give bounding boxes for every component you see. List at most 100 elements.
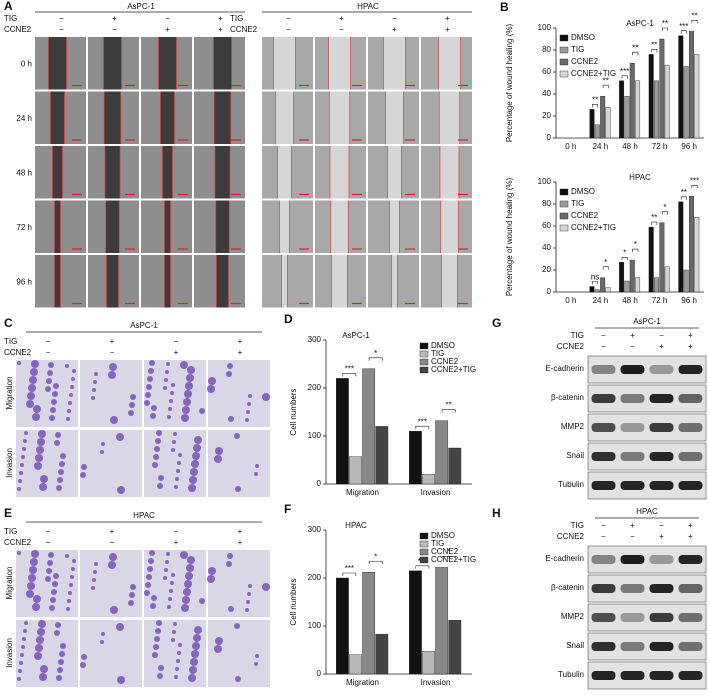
treatment-sign: − xyxy=(601,521,606,530)
cell-stain xyxy=(129,592,135,598)
cell-stain xyxy=(130,584,136,590)
cell-stain xyxy=(100,640,104,644)
cell-stain xyxy=(163,386,167,390)
y-axis-label: Percentage of wound healing (%) xyxy=(505,24,514,143)
cell-stain xyxy=(186,564,194,572)
panel-label: C xyxy=(4,316,13,330)
cell-stain xyxy=(186,374,194,382)
cell-stain xyxy=(152,652,158,658)
chart-title: AsPC-1 xyxy=(626,19,654,28)
legend-swatch xyxy=(419,548,429,556)
time-label: 48 h xyxy=(16,168,32,177)
treatment-sign: − xyxy=(174,527,179,536)
blot-band xyxy=(678,365,703,374)
bar xyxy=(654,277,659,293)
wound-gap xyxy=(54,255,61,308)
cell-stain xyxy=(246,410,250,414)
cell-stain xyxy=(173,622,177,626)
x-tick-label: 96 h xyxy=(681,142,697,151)
cell-stain xyxy=(128,600,134,606)
cell-stain xyxy=(35,644,43,652)
cell-stain xyxy=(226,371,232,377)
cell-stain xyxy=(192,642,200,650)
blot-band xyxy=(620,452,645,461)
legend-swatch xyxy=(559,58,569,66)
cell-stain xyxy=(50,407,56,413)
treatment-sign: + xyxy=(218,25,223,34)
treatment-name: CCNE2 xyxy=(4,538,32,547)
significance-bracket xyxy=(368,560,383,565)
significance-bracket xyxy=(632,51,639,56)
treatment-sign: − xyxy=(630,342,635,351)
blot-band xyxy=(591,584,616,593)
cell-stain xyxy=(262,583,270,591)
wound-gap xyxy=(214,91,231,144)
treatment-sign: + xyxy=(445,14,450,23)
treatment-sign: + xyxy=(688,521,693,530)
cell-stain xyxy=(228,416,234,422)
panel-title: HPAC xyxy=(133,511,155,520)
cell-stain xyxy=(31,550,39,558)
cell-stain xyxy=(29,376,37,384)
cell-stain xyxy=(17,487,21,491)
protein-label: β-catenin xyxy=(551,583,584,592)
bar xyxy=(664,266,670,293)
significance-label: ** xyxy=(691,11,697,20)
cell-stain xyxy=(59,461,65,467)
cell-stain xyxy=(157,673,163,679)
blot-band xyxy=(591,642,616,651)
cell-stain xyxy=(184,580,192,588)
cell-stain xyxy=(145,392,151,398)
wound-gap xyxy=(48,37,67,90)
legend-swatch xyxy=(559,46,569,54)
cell-stain xyxy=(38,430,46,438)
treatment-sign: + xyxy=(112,14,117,23)
treatment-name: TIG xyxy=(571,331,584,340)
bar xyxy=(629,259,635,293)
bar xyxy=(435,567,449,675)
cell-stain xyxy=(21,455,25,459)
wound-gap xyxy=(439,91,460,144)
cell-stain xyxy=(109,363,117,371)
bar xyxy=(422,474,435,485)
cell-stain xyxy=(247,592,251,596)
cell-stain xyxy=(70,385,74,389)
cell-stain xyxy=(22,637,26,641)
cell-stain xyxy=(110,416,118,424)
cell-stain xyxy=(189,476,197,484)
legend-swatch xyxy=(559,188,569,196)
cell-stain xyxy=(40,665,48,673)
cell-stain xyxy=(215,637,223,645)
blot-band xyxy=(591,365,616,374)
cell-stain xyxy=(151,405,157,411)
legend-label: CCNE2 xyxy=(571,57,599,66)
panel-label: H xyxy=(492,506,501,520)
cell-stain xyxy=(117,676,125,684)
treatment-name: TIG xyxy=(571,521,584,530)
cell-stain xyxy=(228,606,234,612)
blot-band xyxy=(620,423,645,432)
cell-stain xyxy=(32,603,40,611)
significance-label: * xyxy=(663,203,666,212)
blot-band xyxy=(591,423,616,432)
x-tick-label: 48 h xyxy=(622,142,638,151)
cell-stain xyxy=(194,436,202,444)
blot-band xyxy=(678,452,703,461)
cell-line-title: AsPC-1 xyxy=(127,2,155,11)
significance-label: *** xyxy=(345,365,354,374)
wound-gap xyxy=(216,255,229,308)
legend-swatch xyxy=(559,212,569,220)
cell-stain xyxy=(177,461,181,465)
cell-stain xyxy=(184,390,192,398)
blot-band xyxy=(591,555,616,564)
significance-bracket xyxy=(680,196,687,200)
cell-stain xyxy=(164,378,168,382)
panel-title: HPAC xyxy=(636,507,658,516)
cell-stain xyxy=(148,558,154,564)
cell-stain xyxy=(47,370,53,376)
cell-stain xyxy=(144,400,150,406)
blot-band xyxy=(620,365,645,374)
cell-stain xyxy=(171,638,175,642)
wound-gap xyxy=(440,146,459,199)
cell-stain xyxy=(39,483,47,491)
